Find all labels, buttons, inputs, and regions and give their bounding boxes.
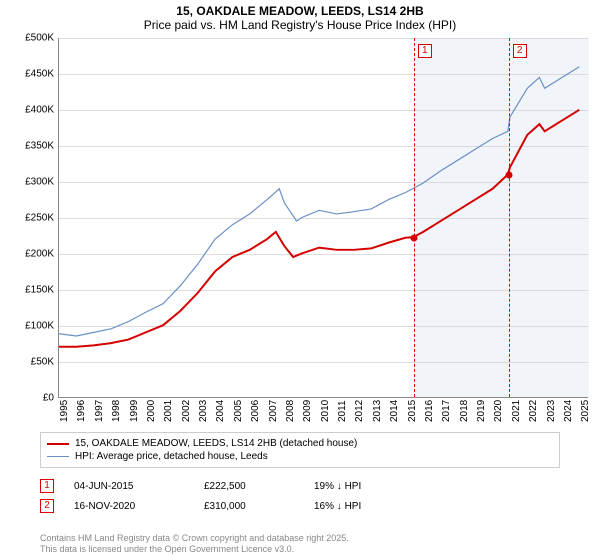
title-line2: Price paid vs. HM Land Registry's House …	[0, 18, 600, 38]
legend-swatch	[47, 443, 69, 445]
xtick-label: 2001	[163, 400, 174, 422]
ytick-label: £200K	[10, 249, 54, 260]
sale-row: 2 16-NOV-2020 £310,000 16% ↓ HPI	[40, 496, 560, 516]
xtick-label: 2013	[372, 400, 383, 422]
xtick-label: 2023	[546, 400, 557, 422]
legend-item: 15, OAKDALE MEADOW, LEEDS, LS14 2HB (det…	[47, 437, 553, 450]
sale-price: £310,000	[204, 501, 294, 512]
sale-dot	[505, 171, 512, 178]
sale-index-badge: 2	[40, 499, 54, 513]
ytick-label: £0	[10, 393, 54, 404]
series-hpi	[59, 67, 579, 336]
title-line1: 15, OAKDALE MEADOW, LEEDS, LS14 2HB	[0, 0, 600, 18]
xtick-label: 2012	[354, 400, 365, 422]
legend-swatch	[47, 456, 69, 457]
footer-line2: This data is licensed under the Open Gov…	[40, 544, 349, 556]
xtick-label: 2022	[528, 400, 539, 422]
xtick-label: 2000	[146, 400, 157, 422]
xtick-label: 2002	[181, 400, 192, 422]
sale-marker-line	[509, 38, 510, 397]
sale-marker-badge: 1	[418, 44, 432, 58]
xtick-label: 2005	[233, 400, 244, 422]
xtick-label: 2007	[268, 400, 279, 422]
xtick-label: 2015	[407, 400, 418, 422]
xtick-label: 2025	[580, 400, 591, 422]
sale-marker-badge: 2	[513, 44, 527, 58]
ytick-label: £150K	[10, 285, 54, 296]
sale-price: £222,500	[204, 481, 294, 492]
xtick-label: 2004	[215, 400, 226, 422]
ytick-label: £300K	[10, 177, 54, 188]
xtick-label: 2020	[493, 400, 504, 422]
xtick-label: 1999	[129, 400, 140, 422]
xtick-label: 2016	[424, 400, 435, 422]
xtick-label: 2017	[441, 400, 452, 422]
series-property	[59, 110, 579, 347]
ytick-label: £450K	[10, 69, 54, 80]
sale-delta: 16% ↓ HPI	[314, 501, 361, 512]
xtick-label: 1997	[94, 400, 105, 422]
footer-attribution: Contains HM Land Registry data © Crown c…	[40, 533, 349, 556]
legend: 15, OAKDALE MEADOW, LEEDS, LS14 2HB (det…	[40, 432, 560, 468]
sale-dot	[410, 234, 417, 241]
ytick-label: £100K	[10, 321, 54, 332]
footer-line1: Contains HM Land Registry data © Crown c…	[40, 533, 349, 545]
sale-date: 16-NOV-2020	[74, 501, 184, 512]
sale-row: 1 04-JUN-2015 £222,500 19% ↓ HPI	[40, 476, 560, 496]
legend-item: HPI: Average price, detached house, Leed…	[47, 450, 553, 463]
ytick-label: £500K	[10, 33, 54, 44]
xtick-label: 2003	[198, 400, 209, 422]
xtick-label: 2008	[285, 400, 296, 422]
xtick-label: 2019	[476, 400, 487, 422]
sale-marker-line	[414, 38, 415, 397]
sale-index-badge: 1	[40, 479, 54, 493]
ytick-label: £250K	[10, 213, 54, 224]
ytick-label: £50K	[10, 357, 54, 368]
xtick-label: 2014	[389, 400, 400, 422]
xtick-label: 2021	[511, 400, 522, 422]
price-chart: £0 £50K £100K £150K £200K £250K £300K £350K £400…	[10, 38, 590, 428]
xtick-label: 2010	[320, 400, 331, 422]
legend-label: 15, OAKDALE MEADOW, LEEDS, LS14 2HB (det…	[75, 438, 357, 449]
xtick-label: 2011	[337, 400, 348, 422]
xtick-label: 2009	[302, 400, 313, 422]
xtick-label: 2018	[459, 400, 470, 422]
xtick-label: 1998	[111, 400, 122, 422]
legend-label: HPI: Average price, detached house, Leed…	[75, 451, 268, 462]
ytick-label: £400K	[10, 105, 54, 116]
sale-date: 04-JUN-2015	[74, 481, 184, 492]
xtick-label: 2024	[563, 400, 574, 422]
xtick-label: 2006	[250, 400, 261, 422]
sale-delta: 19% ↓ HPI	[314, 481, 361, 492]
ytick-label: £350K	[10, 141, 54, 152]
xtick-label: 1995	[59, 400, 70, 422]
xtick-label: 1996	[76, 400, 87, 422]
sales-table: 1 04-JUN-2015 £222,500 19% ↓ HPI 2 16-NOV-202…	[40, 476, 560, 516]
